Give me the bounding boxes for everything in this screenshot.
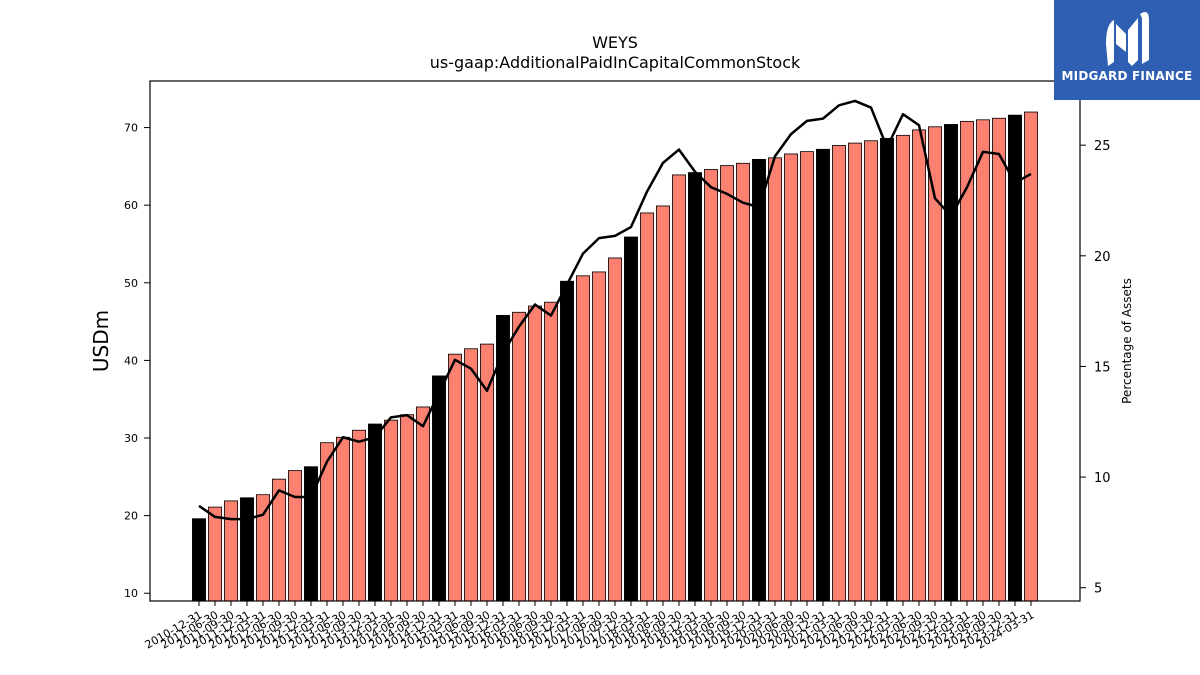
bar-2017-06-30 [608,257,622,602]
bar-2023-12-31 [1024,111,1038,602]
y2-tick-label: 10 [1094,471,1111,486]
bar-2018-06-30 [672,174,686,602]
y-tick-label: 40 [124,354,138,367]
bar-2017-12-31 [640,212,654,602]
bar-2011-03-31 [208,506,222,602]
bar-2014-12-31 [448,353,462,602]
y-tick-label: 50 [124,277,138,290]
bar-2017-03-31 [592,271,606,602]
y-tick-label: 30 [124,432,138,445]
bar-2015-03-31 [464,348,478,602]
bar-2017-09-30 [624,236,638,602]
bar-2013-03-31 [336,436,350,602]
bar-2012-12-31 [320,442,334,602]
bar-2019-12-31 [768,157,782,602]
bar-2016-03-31 [528,305,542,602]
bar-2019-06-30 [736,162,750,602]
bar-2016-12-31 [576,275,590,602]
bar-2020-09-30 [816,148,830,602]
bar-2020-12-31 [832,145,846,602]
bar-2022-09-30 [944,124,958,602]
bar-2022-03-31 [912,129,926,602]
y2-tick-label: 25 [1094,139,1111,154]
brand-logo: MIDGARD FINANCE [1054,0,1200,100]
series-line-percentage-of-assets [198,99,1032,521]
bar-2014-09-30 [432,375,446,602]
bar-2013-12-31 [384,419,398,602]
bar-2016-06-30 [544,301,558,602]
bar-2011-06-30 [224,500,238,602]
bar-2021-06-30 [864,140,878,602]
bar-2011-09-30 [240,497,254,602]
y-tick-label: 70 [124,122,138,135]
left-axis-ticks: 10 20 30 40 50 60 70 [124,122,150,600]
bar-2021-09-30 [880,138,894,602]
bar-2014-06-30 [416,406,430,602]
y-tick-label: 60 [124,199,138,212]
chart-title: WEYS [592,33,638,52]
bar-2023-03-31 [976,119,990,602]
logo-text: MIDGARD FINANCE [1061,69,1193,83]
y2-tick-label: 20 [1094,250,1111,265]
bar-2023-06-30 [992,117,1006,602]
bar-2021-03-31 [848,142,862,602]
y2-tick-label: 5 [1094,582,1102,597]
bar-2016-09-30 [560,280,574,602]
bar-2014-03-31 [400,414,414,602]
bar-2010-12-31 [192,518,206,602]
bar-2018-12-31 [704,169,718,602]
y2-axis-label: Percentage of Assets [1120,278,1134,404]
y-tick-label: 20 [124,510,138,523]
bar-group [192,111,1038,602]
bar-2021-12-31 [896,134,910,602]
bar-2011-12-31 [256,494,270,602]
y-axis-label: USDm [89,310,113,372]
bar-2020-06-30 [800,151,814,602]
bar-2015-09-30 [496,314,510,602]
x-axis-ticks: 2010-12-312011-06-302011-09-302011-12-31… [143,601,1037,652]
bar-2013-09-30 [368,423,382,602]
bar-2020-03-31 [784,153,798,602]
bar-2018-03-31 [656,205,670,602]
bar-2015-12-31 [512,311,526,602]
bar-2013-06-30 [352,429,366,602]
line-group [198,99,1032,521]
chart-subtitle: us-gaap:AdditionalPaidInCapitalCommonSto… [430,53,801,72]
y-tick-label: 10 [124,587,138,600]
bar-2018-09-30 [688,172,702,602]
bar-2019-09-30 [752,158,766,602]
bar-2019-03-31 [720,165,734,602]
logo-mark-icon [1106,12,1149,66]
y2-tick-label: 15 [1094,360,1111,375]
right-axis-ticks: 5 10 15 20 25 [1080,139,1111,597]
bar-2012-06-30 [288,470,302,602]
bar-2023-09-30 [1008,114,1022,602]
